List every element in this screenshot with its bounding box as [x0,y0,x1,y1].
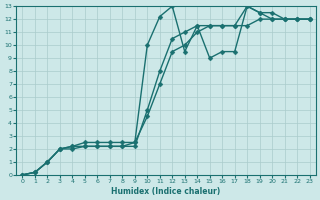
X-axis label: Humidex (Indice chaleur): Humidex (Indice chaleur) [111,187,221,196]
